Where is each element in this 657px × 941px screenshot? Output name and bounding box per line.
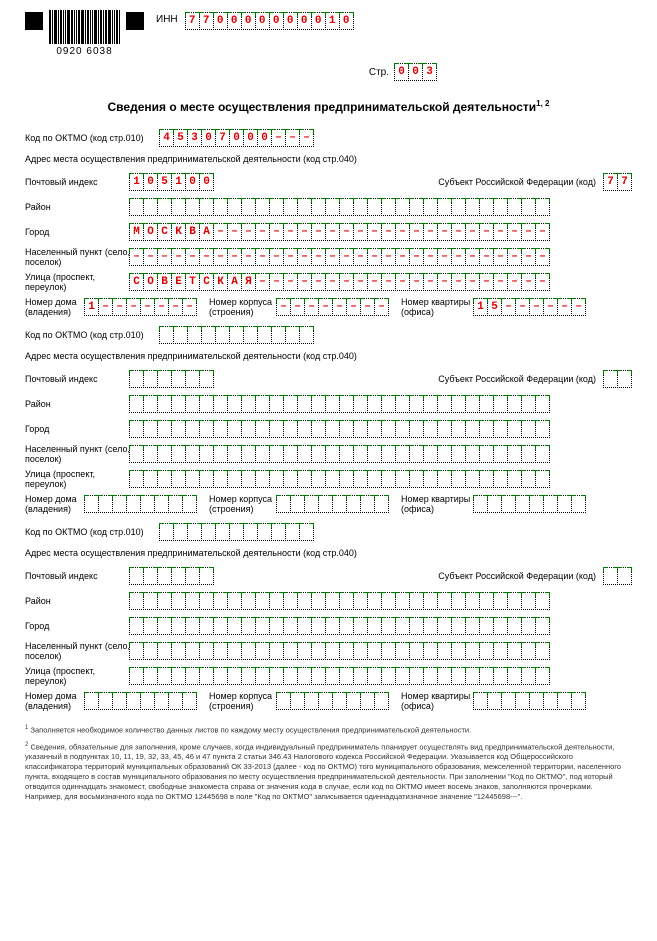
inn-label: ИНН bbox=[156, 14, 178, 25]
dom-cells[interactable] bbox=[85, 495, 197, 513]
marker-square-2 bbox=[126, 12, 144, 30]
korpus-cells[interactable] bbox=[277, 692, 389, 710]
footnotes: 1 Заполняется необходимое количество дан… bbox=[25, 723, 632, 802]
raion-cells[interactable] bbox=[130, 592, 550, 610]
kvartira-cells[interactable] bbox=[474, 692, 586, 710]
page-label: Стр. bbox=[369, 67, 389, 78]
raion-cells[interactable] bbox=[130, 395, 550, 413]
kvartira-cells[interactable] bbox=[474, 495, 586, 513]
title-text: Сведения о месте осуществления предприни… bbox=[108, 100, 537, 114]
korpus-cells[interactable] bbox=[277, 495, 389, 513]
footnote-2: Сведения, обязательные для заполнения, к… bbox=[25, 742, 621, 801]
dom-cells[interactable] bbox=[85, 692, 197, 710]
ulica-cells[interactable]: СОВЕТСКАЯ––––––––––––––––––––– bbox=[130, 273, 550, 291]
header: 0920 6038 ИНН 770000000010 bbox=[25, 10, 632, 57]
nas-cells[interactable] bbox=[130, 642, 550, 660]
oktmo-cells[interactable] bbox=[160, 326, 314, 344]
form-page: 0920 6038 ИНН 770000000010 Стр. 003 Свед… bbox=[0, 0, 657, 822]
raion-cells[interactable] bbox=[130, 198, 550, 216]
page-number-cells: 003 bbox=[395, 63, 437, 81]
gorod-cells[interactable] bbox=[130, 617, 550, 635]
ulica-cells[interactable] bbox=[130, 667, 550, 685]
post-index-cells[interactable] bbox=[130, 370, 214, 388]
subject-cells[interactable] bbox=[604, 567, 632, 585]
nas-cells[interactable] bbox=[130, 445, 550, 463]
dom-cells[interactable]: 1––––––– bbox=[85, 298, 197, 316]
barcode: 0920 6038 bbox=[49, 10, 120, 57]
address-block: Код по ОКТМО (код стр.010)45307000–––Адр… bbox=[25, 128, 632, 317]
addr-heading: Адрес места осуществления предпринимател… bbox=[25, 154, 632, 164]
address-blocks: Код по ОКТМО (код стр.010)45307000–––Адр… bbox=[25, 128, 632, 711]
addr-heading: Адрес места осуществления предпринимател… bbox=[25, 548, 632, 558]
inn-cells: 770000000010 bbox=[186, 12, 354, 30]
ulica-cells[interactable] bbox=[130, 470, 550, 488]
gorod-cells[interactable] bbox=[130, 420, 550, 438]
address-block: Код по ОКТМО (код стр.010)Адрес места ос… bbox=[25, 325, 632, 514]
marker-square bbox=[25, 12, 43, 30]
title-sup: 1, 2 bbox=[536, 99, 549, 108]
addr-heading: Адрес места осуществления предпринимател… bbox=[25, 351, 632, 361]
barcode-number: 0920 6038 bbox=[56, 46, 112, 57]
page-number-row: Стр. 003 bbox=[25, 63, 437, 81]
post-index-cells[interactable] bbox=[130, 567, 214, 585]
oktmo-cells[interactable]: 45307000––– bbox=[160, 129, 314, 147]
post-index-cells[interactable]: 105100 bbox=[130, 173, 214, 191]
footnote-1: Заполняется необходимое количество данны… bbox=[30, 726, 471, 735]
kvartira-cells[interactable]: 15–––––– bbox=[474, 298, 586, 316]
oktmo-cells[interactable] bbox=[160, 523, 314, 541]
korpus-cells[interactable]: –––––––– bbox=[277, 298, 389, 316]
nas-cells[interactable]: –––––––––––––––––––––––––––––– bbox=[130, 248, 550, 266]
page-title: Сведения о месте осуществления предприни… bbox=[25, 99, 632, 114]
subject-cells[interactable] bbox=[604, 370, 632, 388]
gorod-cells[interactable]: МОСКВА–––––––––––––––––––––––– bbox=[130, 223, 550, 241]
address-block: Код по ОКТМО (код стр.010)Адрес места ос… bbox=[25, 522, 632, 711]
subject-cells[interactable]: 77 bbox=[604, 173, 632, 191]
